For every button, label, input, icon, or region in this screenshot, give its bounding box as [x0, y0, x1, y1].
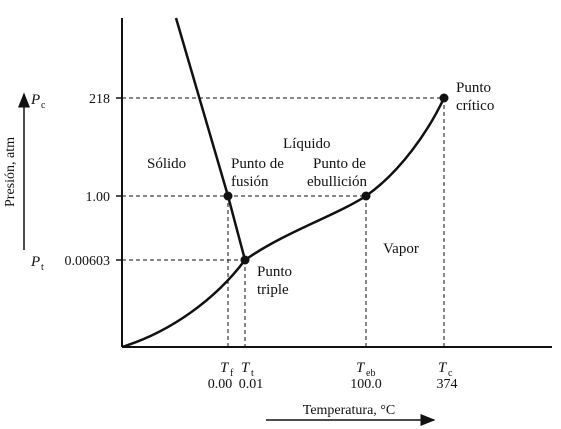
- x-value-tf: 0.00: [208, 377, 233, 392]
- y-tick-label-1: 1.00: [86, 190, 111, 205]
- y-tick-label-00603: 0.00603: [65, 254, 111, 269]
- x-symbol-tc: T: [438, 360, 448, 376]
- region-solid-label: Sólido: [147, 156, 186, 172]
- y-axis-title: Presión, atm: [3, 137, 18, 207]
- x-axis-title: Temperatura, °C: [303, 403, 395, 418]
- boiling-point-marker: [361, 191, 371, 201]
- x-value-tt: 0.01: [239, 377, 264, 392]
- critical-point-label-2: crítico: [456, 98, 494, 114]
- x-symbol-teb-sub: eb: [366, 368, 375, 379]
- region-liquid-label: Líquido: [283, 136, 331, 152]
- triple-point-label-1: Punto: [257, 264, 292, 280]
- x-value-teb: 100.0: [350, 377, 382, 392]
- y-symbol-pt-sub: t: [41, 262, 44, 273]
- triple-point-label-2: triple: [257, 282, 289, 298]
- fusion-point-label-1: Punto de: [231, 156, 284, 172]
- triple-point-marker: [240, 255, 250, 265]
- x-symbol-tt: T: [241, 360, 251, 376]
- x-symbol-tf-sub: f: [230, 368, 234, 379]
- x-symbol-tt-sub: t: [251, 368, 254, 379]
- y-symbol-pc: P: [30, 92, 40, 108]
- fusion-point-label-2: fusión: [231, 174, 269, 190]
- boiling-point-label-2: ebullición: [307, 174, 367, 190]
- x-symbol-teb: T: [356, 360, 366, 376]
- x-symbol-tc-sub: c: [448, 368, 453, 379]
- critical-point-label-1: Punto: [456, 80, 491, 96]
- y-tick-label-218: 218: [89, 92, 110, 107]
- y-symbol-pc-sub: c: [41, 100, 46, 111]
- x-value-tc: 374: [437, 377, 458, 392]
- y-symbol-pt: P: [30, 254, 40, 270]
- x-symbol-tf: T: [220, 360, 230, 376]
- solid-liquid-line: [174, 17, 247, 261]
- critical-point-marker: [439, 93, 449, 103]
- region-vapor-label: Vapor: [383, 241, 419, 257]
- fusion-point-marker: [223, 191, 233, 201]
- boiling-point-label-1: Punto de: [313, 156, 366, 172]
- sublimation-vaporization-curve: [121, 97, 446, 349]
- dashed-guides: [122, 97, 445, 347]
